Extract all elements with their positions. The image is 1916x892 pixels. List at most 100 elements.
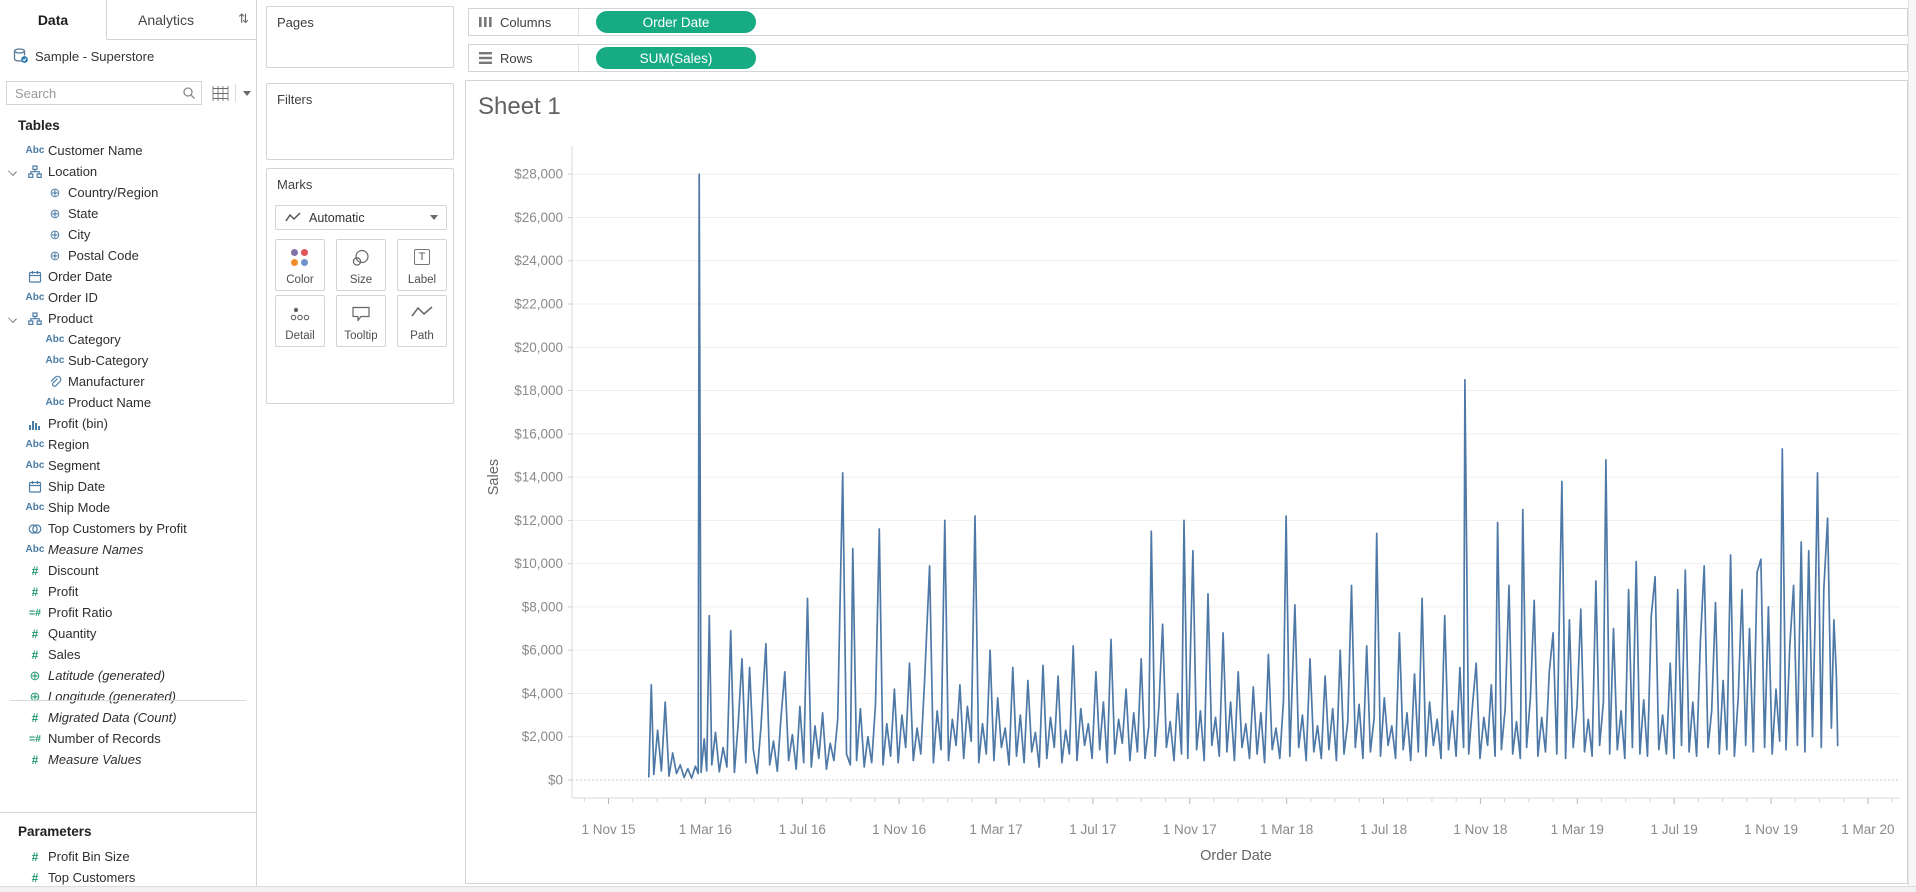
- field-item[interactable]: Profit (bin): [0, 413, 256, 434]
- field-label: Order ID: [48, 290, 98, 305]
- field-label: Profit (bin): [48, 416, 108, 431]
- text-field-icon: Abc: [25, 460, 45, 471]
- text-field-icon: Abc: [45, 355, 65, 366]
- field-label: Ship Date: [48, 479, 106, 494]
- histogram-icon: [22, 417, 48, 431]
- pill-order-date[interactable]: Order Date: [596, 11, 756, 33]
- pages-shelf[interactable]: Pages: [266, 6, 454, 68]
- field-item[interactable]: Abc Category: [0, 329, 256, 350]
- field-item[interactable]: # Discount: [0, 560, 256, 581]
- pill-sum-sales[interactable]: SUM(Sales): [596, 47, 756, 69]
- text-field-icon: Abc: [45, 334, 65, 345]
- field-item[interactable]: Abc Region: [0, 434, 256, 455]
- geo-field-icon: ⊕: [29, 688, 41, 704]
- field-item[interactable]: ⊕ Latitude (generated): [0, 665, 256, 686]
- vertical-scrollbar[interactable]: [1908, 0, 1916, 886]
- columns-shelf[interactable]: Columns Order Date: [468, 8, 1908, 36]
- field-item[interactable]: Order Date: [0, 266, 256, 287]
- svg-text:$28,000: $28,000: [514, 167, 563, 182]
- field-label: Sales: [48, 647, 81, 662]
- number-field-icon: #: [31, 849, 39, 864]
- pages-label: Pages: [277, 15, 314, 30]
- label-icon: T: [398, 249, 446, 265]
- search-icon[interactable]: [182, 86, 196, 100]
- field-item[interactable]: ⊕ Longitude (generated): [0, 686, 256, 707]
- field-item[interactable]: Abc Order ID: [0, 287, 256, 308]
- hierarchy-icon: [22, 311, 48, 326]
- label-button[interactable]: T Label: [397, 239, 447, 291]
- tab-data[interactable]: Data: [0, 0, 107, 40]
- mark-button-label: Path: [410, 330, 434, 342]
- field-item[interactable]: Abc Product Name: [0, 392, 256, 413]
- datasource-row[interactable]: Sample - Superstore: [0, 40, 257, 72]
- svg-text:1 Nov 16: 1 Nov 16: [872, 822, 926, 837]
- tooltip-button[interactable]: Tooltip: [336, 295, 386, 347]
- size-button[interactable]: Size: [336, 239, 386, 291]
- chart-plot[interactable]: $0 $2,000 $4,000 $6,000 $8,000 $10,000 $12,000…: [466, 81, 1907, 883]
- rows-shelf[interactable]: Rows SUM(Sales): [468, 44, 1908, 72]
- data-pane: Data Analytics ⇅ Sample - Superstore: [0, 0, 257, 886]
- tab-analytics[interactable]: Analytics: [137, 12, 195, 28]
- mark-type-dropdown[interactable]: Automatic: [275, 205, 447, 230]
- calculated-field-icon: =#: [29, 732, 41, 745]
- field-label: Profit Ratio: [48, 605, 113, 620]
- field-item[interactable]: # Measure Values: [0, 749, 256, 770]
- field-item[interactable]: Abc Measure Names: [0, 539, 256, 560]
- field-item[interactable]: Manufacturer: [0, 371, 256, 392]
- field-item[interactable]: # Quantity: [0, 623, 256, 644]
- color-button[interactable]: Color: [275, 239, 325, 291]
- field-label: Category: [68, 332, 121, 347]
- horizontal-scrollbar[interactable]: [0, 886, 1916, 892]
- search-input[interactable]: [6, 81, 202, 105]
- field-item[interactable]: ⊕ Country/Region: [0, 182, 256, 203]
- sort-fields-icon[interactable]: ⇅: [238, 11, 249, 26]
- svg-text:$4,000: $4,000: [522, 686, 563, 701]
- view-as-grid-icon[interactable]: [212, 85, 229, 102]
- svg-text:$22,000: $22,000: [514, 297, 563, 312]
- field-item[interactable]: Product: [0, 308, 256, 329]
- field-item[interactable]: Abc Ship Mode: [0, 497, 256, 518]
- field-item[interactable]: =# Profit Ratio: [0, 602, 256, 623]
- field-item[interactable]: # Top Customers: [0, 867, 256, 888]
- field-item[interactable]: # Profit Bin Size: [0, 846, 256, 867]
- pane-tab-strip: Data Analytics ⇅: [0, 0, 257, 40]
- chevron-expanded-icon[interactable]: [8, 167, 17, 176]
- field-item[interactable]: # Migrated Data (Count): [0, 707, 256, 728]
- field-label: Manufacturer: [68, 374, 145, 389]
- field-item[interactable]: # Sales: [0, 644, 256, 665]
- filters-label: Filters: [277, 92, 313, 107]
- svg-text:1 Jul 17: 1 Jul 17: [1069, 822, 1116, 837]
- field-label: Product: [48, 311, 93, 326]
- mark-button-label: Size: [349, 274, 373, 286]
- field-item[interactable]: Abc Customer Name: [0, 140, 256, 161]
- field-label: State: [68, 206, 99, 221]
- field-item[interactable]: ⊕ City: [0, 224, 256, 245]
- field-item[interactable]: Top Customers by Profit: [0, 518, 256, 539]
- path-button[interactable]: Path: [397, 295, 447, 347]
- svg-text:1 Nov 18: 1 Nov 18: [1453, 822, 1507, 837]
- date-field-icon: [22, 270, 48, 284]
- svg-text:$0: $0: [548, 773, 563, 788]
- field-item[interactable]: # Profit: [0, 581, 256, 602]
- field-item[interactable]: Location: [0, 161, 256, 182]
- number-field-icon: #: [31, 563, 39, 578]
- field-item[interactable]: =# Number of Records: [0, 728, 256, 749]
- svg-text:Order Date: Order Date: [1200, 848, 1272, 864]
- mark-button-label: Label: [407, 274, 437, 286]
- detail-button[interactable]: Detail: [275, 295, 325, 347]
- field-item[interactable]: Abc Sub-Category: [0, 350, 256, 371]
- geo-field-icon: ⊕: [49, 205, 61, 221]
- field-item[interactable]: Abc Segment: [0, 455, 256, 476]
- svg-text:$26,000: $26,000: [514, 210, 563, 225]
- field-item[interactable]: ⊕ Postal Code: [0, 245, 256, 266]
- field-item[interactable]: ⊕ State: [0, 203, 256, 224]
- fields-menu-caret-icon[interactable]: [243, 91, 251, 96]
- filters-shelf[interactable]: Filters: [266, 83, 454, 160]
- field-item[interactable]: Ship Date: [0, 476, 256, 497]
- chevron-down-icon[interactable]: [430, 215, 438, 220]
- divider: [235, 84, 236, 102]
- field-label: Ship Mode: [48, 500, 111, 515]
- chevron-expanded-icon[interactable]: [8, 314, 17, 323]
- mark-type-value: Automatic: [309, 210, 365, 225]
- field-label: Profit: [48, 584, 79, 599]
